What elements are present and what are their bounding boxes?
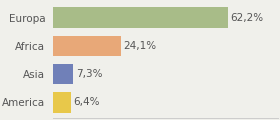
Text: 62,2%: 62,2% — [231, 12, 264, 23]
Bar — [53, 64, 73, 84]
Bar — [53, 92, 71, 113]
Text: 6,4%: 6,4% — [74, 97, 100, 108]
Bar — [53, 7, 228, 28]
Text: 24,1%: 24,1% — [123, 41, 157, 51]
Text: 7,3%: 7,3% — [76, 69, 103, 79]
Bar — [53, 36, 121, 56]
